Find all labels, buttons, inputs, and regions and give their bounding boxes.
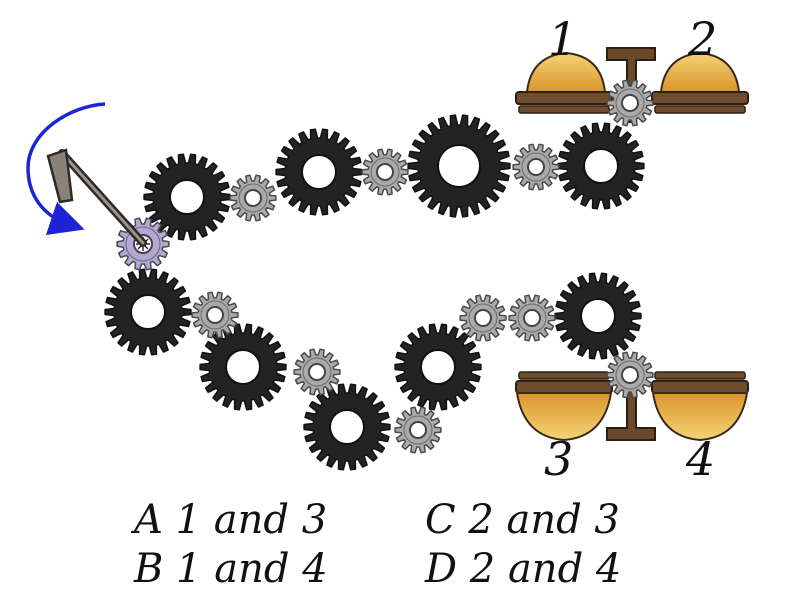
bell-base [515,91,613,105]
crank-handle-icon [46,148,147,247]
small-gear [361,148,409,196]
large-gear [303,383,391,471]
answer-option-b[interactable]: B 1 and 4 [134,549,328,589]
bell-label-1: 1 [548,12,577,66]
bell-plate [518,105,610,114]
answer-text: 2 and 3 [468,497,620,543]
gear-chain [104,79,654,471]
answer-text: 1 and 4 [176,546,328,592]
bell-base [515,380,613,394]
large-gear [557,122,645,210]
answer-option-d[interactable]: D 2 and 4 [425,549,621,589]
small-gear [394,406,442,454]
bell-dome-icon [659,51,741,93]
bell-plate [654,105,746,114]
large-gear [275,128,363,216]
bell-base [651,91,749,105]
bell-label-2: 2 [687,12,717,66]
answer-letter: D [425,546,458,592]
bell-dome-icon [515,392,613,442]
small-gear [459,294,507,342]
answer-text: 2 and 4 [469,546,622,592]
answer-letter: B [134,546,164,592]
bell-label-3: 3 [544,432,573,486]
small-gear [191,291,239,339]
answer-letter: C [425,497,456,543]
bell-dome-icon [651,392,749,442]
bell-plate [518,371,610,380]
clockwise-arrow-icon [26,102,106,236]
small-gear [512,143,560,191]
large-gear [143,153,231,241]
bottom-bell-assembly [515,369,749,442]
small-gear [606,351,654,399]
bell-base [651,380,749,394]
bell-dome-icon [525,51,607,93]
large-gear [394,323,482,411]
large-gear [199,323,287,411]
bell-label-4: 4 [685,432,715,486]
large-gear [407,114,511,218]
answer-option-a[interactable]: A 1 and 3 [134,500,327,540]
small-gear [293,348,341,396]
large-gear [554,272,642,360]
answer-text: 1 and 3 [175,497,328,543]
small-gear [508,294,556,342]
small-gear [229,174,277,222]
answer-option-c[interactable]: C 2 and 3 [425,500,620,540]
answer-letter: A [134,497,163,543]
bell-plate [654,371,746,380]
large-gear [104,268,192,356]
small-gear [606,79,654,127]
